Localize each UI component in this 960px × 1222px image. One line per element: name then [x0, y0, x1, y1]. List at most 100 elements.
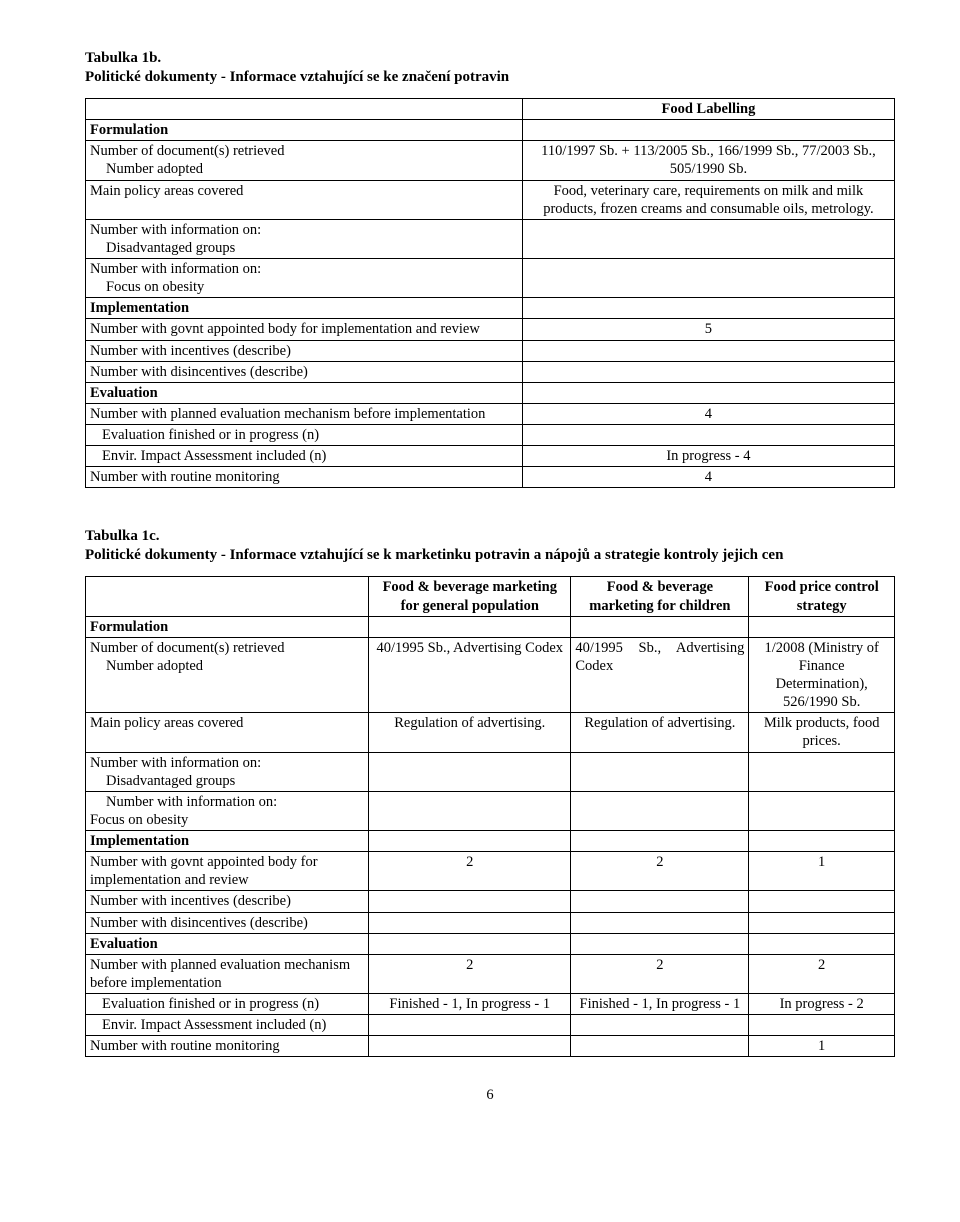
t1b-implementation: Implementation: [86, 298, 523, 319]
t1c-cell: [571, 752, 749, 791]
t1c-cell: [571, 831, 749, 852]
t1c-value: 40/1995 Sb., Advertising Codex: [369, 637, 571, 713]
t1c-value: Milk products, food prices.: [749, 713, 895, 752]
t1c-h1: Food & beverage marketing for general po…: [369, 577, 571, 616]
t1c-value: 2: [571, 954, 749, 993]
t1c-value: Regulation of advertising.: [369, 713, 571, 752]
t1c-sublabel: Focus on obesity: [90, 812, 188, 828]
t1b-value: 4: [522, 403, 894, 424]
t1c-cell: [749, 891, 895, 912]
t1c-row: Main policy areas covered: [86, 713, 369, 752]
t1c-value: 2: [749, 954, 895, 993]
t1b-row: Number of document(s) retrieved Number a…: [86, 141, 523, 180]
t1b-sublabel: Number adopted: [90, 160, 203, 178]
t1b-header: Food Labelling: [522, 99, 894, 120]
t1b-value: 110/1997 Sb. + 113/2005 Sb., 166/1999 Sb…: [522, 141, 894, 180]
table-1c-title: Tabulka 1c.: [85, 528, 895, 545]
t1c-cell: [571, 616, 749, 637]
t1b-value: 4: [522, 467, 894, 488]
t1c-cell: [369, 933, 571, 954]
t1b-row: Number with routine monitoring: [86, 467, 523, 488]
table-1b: Food Labelling Formulation Number of doc…: [85, 98, 895, 488]
t1c-cell: [369, 1036, 571, 1057]
t1c-cell: [369, 912, 571, 933]
t1c-row: Envir. Impact Assessment included (n): [86, 1015, 369, 1036]
t1c-row: Number with routine monitoring: [86, 1036, 369, 1057]
t1c-h2: Food & beverage marketing for children: [571, 577, 749, 616]
t1b-value: In progress - 4: [522, 446, 894, 467]
t1c-value: Finished - 1, In progress - 1: [369, 994, 571, 1015]
t1c-h3: Food price control strategy: [749, 577, 895, 616]
page-number: 6: [85, 1087, 895, 1104]
t1c-value: 1: [749, 852, 895, 891]
t1b-label: Number with information on:: [90, 261, 261, 277]
t1c-row: Number with disincentives (describe): [86, 912, 369, 933]
t1c-cell: [571, 912, 749, 933]
t1c-row: Number with planned evaluation mechanism…: [86, 954, 369, 993]
t1b-row: Number with information on: Focus on obe…: [86, 259, 523, 298]
t1c-cell: [571, 1036, 749, 1057]
t1c-value: 2: [369, 852, 571, 891]
t1c-row: Number with information on: Disadvantage…: [86, 752, 369, 791]
t1b-evaluation: Evaluation: [86, 382, 523, 403]
t1c-value: 2: [571, 852, 749, 891]
table-1c: Food & beverage marketing for general po…: [85, 576, 895, 1057]
t1b-sublabel: Disadvantaged groups: [90, 239, 235, 257]
t1c-cell: [749, 752, 895, 791]
t1b-row: Envir. Impact Assessment included (n): [86, 446, 523, 467]
t1b-row: Number with govnt appointed body for imp…: [86, 319, 523, 340]
t1c-cell: [749, 1015, 895, 1036]
t1b-cell: [522, 219, 894, 258]
t1c-cell: [369, 752, 571, 791]
t1b-value: Food, veterinary care, requirements on m…: [522, 180, 894, 219]
t1c-cell: [369, 616, 571, 637]
t1c-evaluation: Evaluation: [86, 933, 369, 954]
t1b-cell: [522, 120, 894, 141]
t1c-cell: [571, 933, 749, 954]
t1c-cell: [749, 616, 895, 637]
t1c-label: Number with information on:: [90, 793, 277, 811]
t1c-formulation: Formulation: [86, 616, 369, 637]
t1c-row: Evaluation finished or in progress (n): [86, 994, 369, 1015]
t1b-cell: [522, 361, 894, 382]
t1b-cell: [522, 425, 894, 446]
t1b-row: Number with information on: Disadvantage…: [86, 219, 523, 258]
table-1c-subtitle: Politické dokumenty - Informace vztahují…: [85, 547, 895, 564]
t1c-label: Number with information on:: [90, 755, 261, 771]
t1c-cell: [571, 891, 749, 912]
t1b-value: 5: [522, 319, 894, 340]
t1b-row: Number with incentives (describe): [86, 340, 523, 361]
t1c-label: Number of document(s) retrieved: [90, 640, 284, 656]
t1b-cell: [522, 382, 894, 403]
t1b-row: Evaluation finished or in progress (n): [86, 425, 523, 446]
t1c-row: Number with information on: Focus on obe…: [86, 791, 369, 830]
t1c-sublabel: Number adopted: [90, 657, 203, 675]
t1b-row: Number with disincentives (describe): [86, 361, 523, 382]
t1c-implementation: Implementation: [86, 831, 369, 852]
t1c-value: In progress - 2: [749, 994, 895, 1015]
t1c-empty-header: [86, 577, 369, 616]
t1c-cell: [369, 831, 571, 852]
t1c-cell: [749, 831, 895, 852]
t1c-cell: [749, 933, 895, 954]
t1b-label: Number with information on:: [90, 222, 261, 238]
t1c-value: Finished - 1, In progress - 1: [571, 994, 749, 1015]
table-1b-title: Tabulka 1b.: [85, 50, 895, 67]
t1c-cell: [571, 1015, 749, 1036]
t1c-row: Number of document(s) retrieved Number a…: [86, 637, 369, 713]
t1b-cell: [522, 340, 894, 361]
t1c-value: 40/1995 Sb., Advertising Codex: [571, 637, 749, 713]
t1b-row: Main policy areas covered: [86, 180, 523, 219]
t1c-cell: [749, 791, 895, 830]
t1c-value: Regulation of advertising.: [571, 713, 749, 752]
t1c-value: 2: [369, 954, 571, 993]
t1c-cell: [369, 1015, 571, 1036]
t1b-sublabel: Focus on obesity: [90, 278, 204, 296]
t1c-row: Number with incentives (describe): [86, 891, 369, 912]
table-1b-subtitle: Politické dokumenty - Informace vztahují…: [85, 69, 895, 86]
t1b-label: Number of document(s) retrieved: [90, 143, 284, 159]
t1c-cell: [369, 891, 571, 912]
t1b-cell: [522, 298, 894, 319]
t1b-cell: [522, 259, 894, 298]
t1c-row: Number with govnt appointed body for imp…: [86, 852, 369, 891]
